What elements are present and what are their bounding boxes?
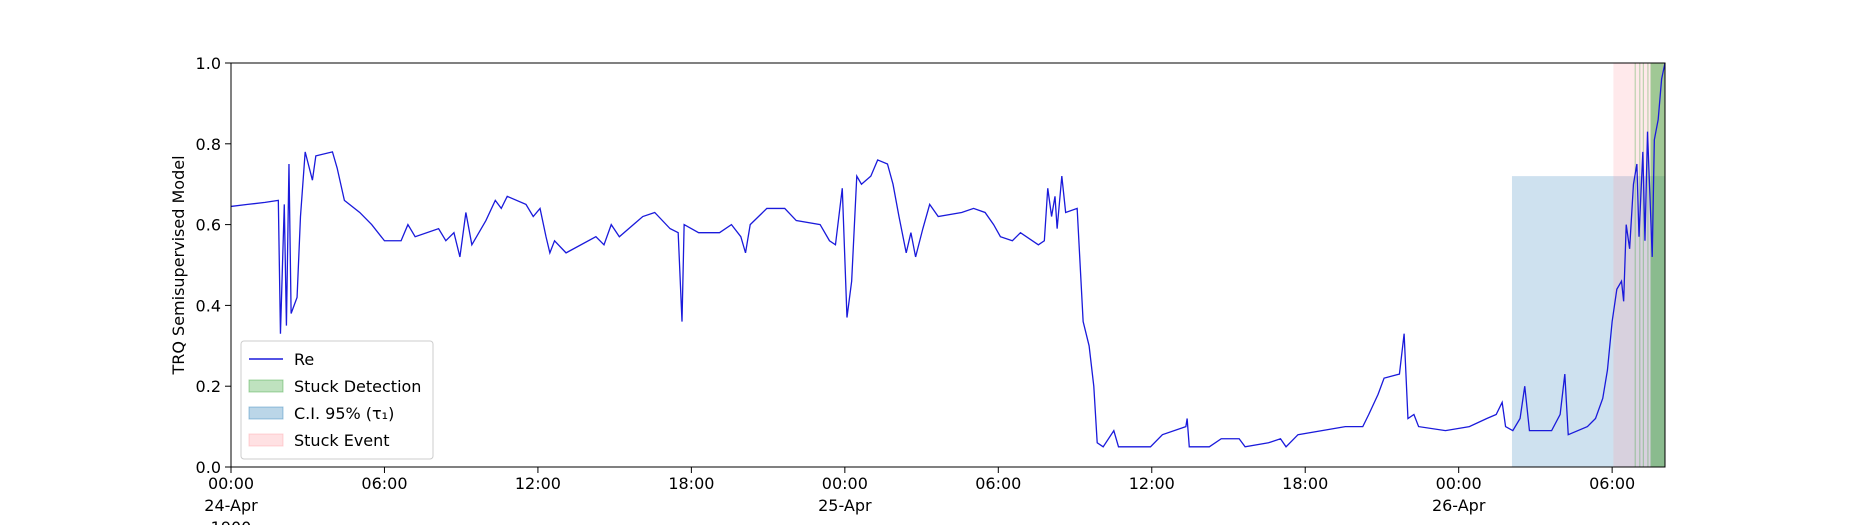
y-tick-label: 1.0	[196, 54, 221, 73]
y-tick-label: 0.4	[196, 296, 221, 315]
x-tick-label: 12:00	[1129, 474, 1175, 493]
legend-patch	[248, 406, 284, 420]
legend-label: Stuck Detection	[294, 377, 421, 396]
legend-label: Stuck Event	[294, 431, 390, 450]
span	[1634, 63, 1636, 467]
legend-patch	[248, 379, 284, 393]
x-tick-label: 06:00	[1589, 474, 1635, 493]
x-tick-label: 06:00	[361, 474, 407, 493]
legend-label: Re	[294, 350, 314, 369]
span	[1647, 63, 1649, 467]
y-axis-label: TRQ Semisupervised Model	[169, 155, 188, 375]
x-tick-label: 00:00 25-Apr	[818, 474, 872, 515]
y-tick-label: 0.8	[196, 135, 221, 154]
span	[1639, 63, 1641, 467]
y-tick-label: 0.0	[196, 458, 221, 477]
x-tick-label: 12:00	[515, 474, 561, 493]
x-tick-label: 18:00	[1282, 474, 1328, 493]
data-line	[230, 62, 1666, 448]
y-tick-label: 0.2	[196, 377, 221, 396]
x-tick-label: 18:00	[668, 474, 714, 493]
y-tick-label: 0.6	[196, 216, 221, 235]
legend-patch	[248, 433, 284, 447]
legend-label: C.I. 95% (τ₁)	[294, 404, 394, 423]
legend-box	[240, 340, 434, 460]
x-tick-label: 00:00 26-Apr	[1432, 474, 1486, 515]
x-tick-label: 06:00	[975, 474, 1021, 493]
plot-frame	[230, 62, 1666, 468]
span	[1642, 63, 1644, 467]
